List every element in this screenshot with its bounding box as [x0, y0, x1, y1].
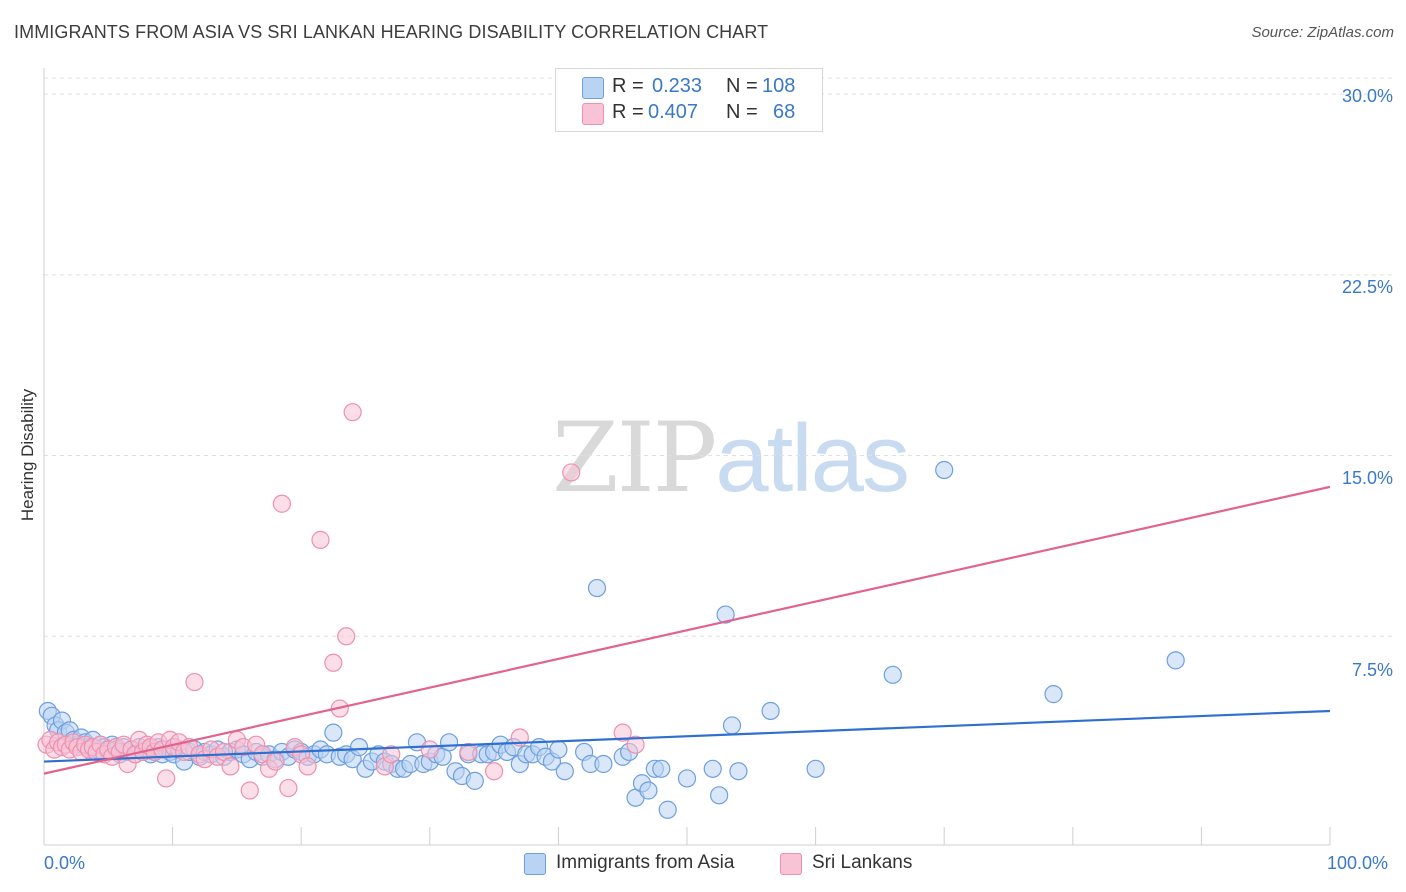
asia-point	[710, 786, 729, 805]
asia-point	[349, 738, 369, 757]
srilanka-point	[272, 494, 292, 513]
asia-point	[652, 759, 671, 778]
legend-label-asia: Immigrants from Asia	[556, 852, 735, 873]
asia-point	[465, 771, 484, 790]
srilanka-point	[324, 653, 343, 672]
srilanka-point	[459, 742, 478, 762]
bottom-legend-asia[interactable]: Immigrants from Asia	[524, 852, 764, 878]
srilanka-point	[626, 735, 645, 754]
legend-r-value: 0.233	[652, 75, 703, 97]
legend-n-label: N =	[726, 101, 758, 123]
legend-row-asia: R = 0.233 N = 108	[556, 75, 822, 102]
x-tick-label-min: 0.0%	[44, 853, 86, 873]
srilanka-point	[298, 757, 317, 776]
legend-n-value: 68	[773, 101, 796, 123]
watermark: ZIPatlas	[552, 402, 910, 514]
y-tick-label: 22.5%	[1341, 277, 1393, 297]
asia-point	[883, 665, 902, 684]
asia-point	[729, 762, 748, 781]
srilanka-point	[240, 781, 259, 800]
legend-label-srilanka: Sri Lankans	[812, 852, 913, 873]
srilanka-point	[266, 752, 285, 771]
asia-point	[761, 701, 780, 721]
srilanka-point	[613, 723, 632, 742]
legend-r-label: R =	[612, 75, 644, 97]
y-axis-title: Hearing Disability	[18, 388, 37, 522]
asia-point	[1166, 651, 1185, 670]
asia-point	[439, 733, 459, 752]
legend-swatch-pink	[582, 103, 604, 125]
srilanka-point	[420, 740, 439, 759]
asia-point	[555, 762, 574, 781]
source-label: Source: ZipAtlas.com	[1251, 24, 1394, 41]
asia-trend-line	[43, 709, 1331, 763]
srilanka-trend-line	[43, 485, 1331, 775]
asia-point	[587, 578, 607, 598]
asia-point	[935, 460, 954, 480]
legend-swatch-blue	[524, 853, 546, 875]
asia-point	[722, 716, 742, 735]
watermark-atlas: atlas	[715, 405, 910, 512]
srilanka-point	[343, 403, 362, 422]
srilanka-point	[382, 745, 401, 764]
srilanka-point	[157, 769, 176, 788]
legend-swatch-pink	[780, 853, 802, 875]
legend-n-value: 108	[762, 75, 796, 97]
asia-point	[806, 759, 825, 778]
asia-point	[324, 723, 343, 742]
srilanka-point	[185, 672, 204, 692]
asia-point	[658, 800, 677, 819]
y-tick-label: 30.0%	[1341, 86, 1393, 106]
correlation-legend: R = 0.233 N = 108 R = 0.407 N = 68	[555, 68, 823, 132]
legend-n-label: N =	[726, 75, 758, 97]
y-tick-label: 15.0%	[1341, 468, 1393, 488]
chart-title: IMMIGRANTS FROM ASIA VS SRI LANKAN HEARI…	[14, 22, 769, 42]
srilanka-point	[562, 463, 581, 482]
watermark-zip: ZIP	[552, 402, 717, 514]
srilanka-point	[221, 757, 240, 776]
bottom-legend-srilanka[interactable]: Sri Lankans	[780, 852, 930, 878]
asia-point	[639, 781, 658, 800]
legend-swatch-blue	[582, 77, 604, 99]
asia-point	[677, 769, 697, 788]
srilanka-point	[311, 530, 330, 549]
asia-point	[703, 759, 722, 778]
asia-point	[1044, 685, 1063, 704]
y-tick-label: 7.5%	[1351, 660, 1393, 680]
srilanka-point	[279, 778, 298, 798]
asia-point	[549, 740, 568, 759]
legend-r-value: 0.407	[648, 101, 699, 123]
x-tick-label-max: 100.0%	[1327, 853, 1389, 873]
srilanka-point	[337, 627, 356, 646]
asia-point	[716, 605, 735, 624]
srilanka-point	[485, 762, 504, 781]
legend-row-srilanka: R = 0.407 N = 68	[556, 101, 822, 128]
asia-point	[594, 754, 613, 774]
legend-r-label: R =	[612, 101, 644, 123]
